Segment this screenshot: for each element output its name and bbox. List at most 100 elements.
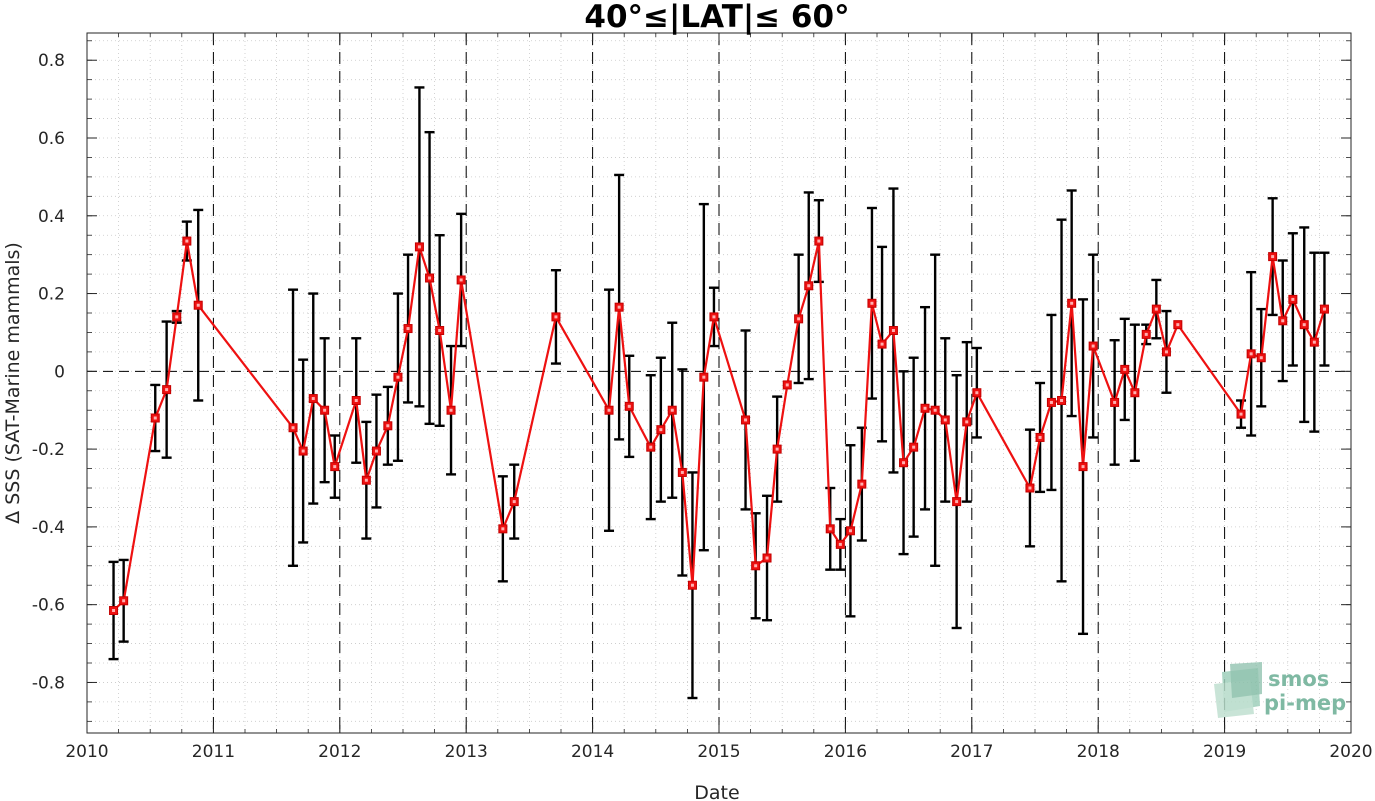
y-tick-label: 0.6 — [38, 129, 65, 149]
data-point-center — [396, 375, 400, 379]
x-tick-label: 2017 — [950, 742, 993, 762]
logo-wave-icon — [1214, 662, 1262, 718]
data-point-center — [1239, 412, 1243, 416]
data-point-center — [627, 404, 631, 408]
data-point-center — [406, 327, 410, 331]
data-point-center — [1176, 323, 1180, 327]
data-point-center — [965, 420, 969, 424]
data-point-center — [659, 428, 663, 432]
data-point-center — [1123, 367, 1127, 371]
x-tick-label: 2010 — [65, 742, 108, 762]
x-axis-label: Date — [694, 782, 739, 801]
data-point-center — [848, 529, 852, 533]
chart-title: 40°≤|LAT|≤ 60° — [584, 0, 849, 35]
data-point-center — [690, 583, 694, 587]
x-tick-label: 2019 — [1203, 742, 1246, 762]
x-tick-label: 2011 — [192, 742, 235, 762]
data-point-center — [323, 408, 327, 412]
data-point-center — [333, 465, 337, 469]
data-point-center — [775, 447, 779, 451]
data-point-center — [428, 276, 432, 280]
x-tick-labels: 2010 2011 2012 2013 2014 2015 2016 2017 2018 2019… — [65, 742, 1372, 762]
data-markers — [109, 236, 1329, 615]
data-point-center — [702, 375, 706, 379]
data-point-center — [1060, 399, 1064, 402]
logo-text-line2: pi-mep — [1264, 691, 1346, 715]
data-point-center — [417, 245, 421, 249]
data-point-center — [165, 388, 169, 392]
y-tick-label: -0.4 — [32, 518, 65, 538]
data-point-center — [828, 527, 832, 531]
data-point-center — [1081, 465, 1085, 469]
data-point-center — [607, 408, 611, 412]
data-point-center — [617, 305, 621, 309]
data-point-center — [1249, 352, 1253, 356]
y-axis-label: Δ SSS (SAT-Marine mammals) — [2, 242, 24, 524]
y-tick-label: -0.2 — [32, 440, 65, 460]
data-point-center — [880, 342, 884, 346]
axis-ticks — [86, 33, 1352, 733]
data-point-center — [765, 556, 769, 560]
series-line — [112, 240, 1326, 612]
data-point-center — [554, 315, 558, 319]
data-point-center — [923, 406, 927, 410]
data-point-center — [744, 418, 748, 422]
data-point-center — [807, 284, 811, 288]
data-point-center — [1091, 344, 1095, 348]
data-point-center — [912, 445, 916, 449]
data-point-center — [1028, 486, 1032, 490]
data-point-center — [364, 478, 368, 482]
data-point-center — [1322, 307, 1326, 311]
data-point-center — [933, 408, 937, 412]
data-point-center — [1070, 301, 1074, 305]
y-tick-labels: -0.8 -0.6 -0.4 -0.2 0 0.2 0.4 0.6 0.8 — [32, 51, 65, 693]
x-tick-label: 2016 — [824, 742, 867, 762]
data-point-center — [670, 408, 674, 412]
data-point-center — [1312, 340, 1316, 344]
data-point-center — [1291, 297, 1295, 301]
data-point-center — [902, 461, 906, 465]
y-tick-label: 0 — [54, 362, 65, 382]
data-point-center — [1133, 391, 1137, 395]
smos-pi-mep-logo: smos pi-mep — [1214, 662, 1346, 718]
data-point-center — [301, 449, 305, 453]
x-tick-label: 2018 — [1077, 742, 1120, 762]
data-point-center — [1049, 400, 1053, 404]
data-point-center — [122, 599, 126, 603]
data-point-center — [1271, 255, 1275, 259]
data-point-center — [870, 301, 874, 305]
data-point-center — [955, 500, 959, 504]
data-point-center — [797, 317, 801, 321]
data-point-center — [196, 303, 200, 307]
data-point-center — [438, 329, 442, 332]
data-point-center — [449, 408, 453, 412]
y-tick-label: 0.8 — [38, 51, 65, 71]
data-point-center — [891, 329, 895, 332]
data-point-center — [1038, 435, 1042, 439]
y-tick-label: 0.2 — [38, 285, 65, 305]
y-tick-label: -0.6 — [32, 596, 65, 616]
data-point-center — [817, 239, 821, 243]
data-point-center — [112, 609, 116, 612]
data-point-center — [459, 278, 463, 282]
data-point-center — [311, 397, 315, 401]
data-point-center — [1164, 350, 1168, 354]
year-boundary-lines — [212, 33, 1226, 733]
y-tick-label: -0.8 — [32, 673, 65, 693]
data-point-center — [754, 564, 758, 568]
data-point-center — [175, 315, 179, 319]
plot-frame — [86, 32, 1352, 734]
data-point-center — [1259, 356, 1263, 360]
data-point-center — [1113, 400, 1117, 404]
data-point-center — [1144, 332, 1148, 336]
data-point-center — [680, 470, 684, 474]
data-point-center — [975, 391, 979, 395]
data-point-center — [1281, 319, 1285, 323]
data-point-center — [649, 445, 653, 449]
data-point-center — [374, 449, 378, 453]
data-point-center — [501, 527, 505, 531]
logo-text-line1: smos — [1268, 667, 1329, 691]
data-point-center — [1302, 323, 1306, 327]
data-point-center — [512, 500, 516, 504]
